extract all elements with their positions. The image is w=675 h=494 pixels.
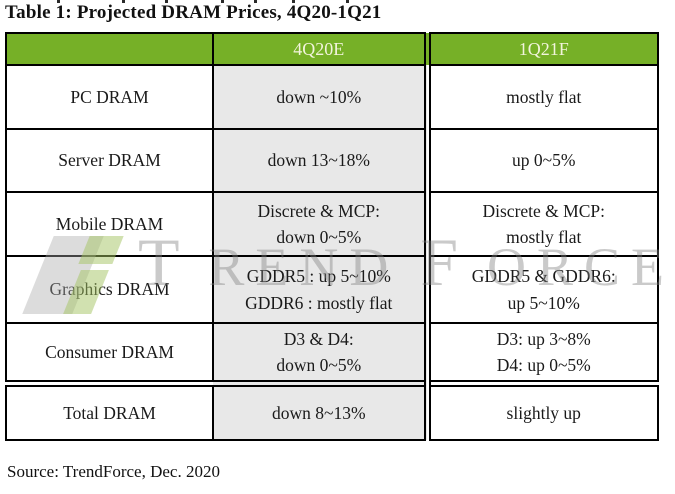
table-title: Table 1: Projected DRAM Prices, 4Q20-1Q2…	[5, 2, 382, 23]
cell-graphics-4q20e: GDDR5 : up 5~10% GDDR6 : mostly flat	[212, 255, 428, 324]
cell-server-1q21f: up 0~5%	[423, 128, 659, 193]
cell-line: down 0~5%	[276, 227, 362, 247]
cropped-text-remnant	[292, 0, 295, 3]
row-label-pc-dram: PC DRAM	[5, 64, 214, 130]
cell-pc-1q21f: mostly flat	[423, 64, 659, 130]
header-cell-4q20e: 4Q20E	[212, 32, 428, 66]
cell-line: D3 & D4:	[283, 328, 354, 349]
cell-server-4q20e: down 13~18%	[212, 128, 428, 193]
header-cell-1q21f: 1Q21F	[423, 32, 659, 66]
header-cell-empty	[5, 32, 214, 66]
dram-price-table: 4Q20E 1Q21F PC DRAM down ~10% mostly fla…	[5, 32, 659, 441]
cell-line: down 13~18%	[267, 150, 370, 171]
cell-line: GDDR5 & GDDR6:	[471, 266, 616, 287]
cell-total-4q20e: down 8~13%	[212, 379, 428, 441]
cell-consumer-1q21f: D3: up 3~8% D4: up 0~5%	[423, 322, 659, 384]
row-label-graphics-dram: Graphics DRAM	[5, 255, 214, 324]
cell-consumer-4q20e: D3 & D4: down 0~5%	[212, 322, 428, 384]
cell-total-1q21f: slightly up	[423, 379, 659, 441]
cell-line: down ~10%	[276, 86, 362, 107]
cell-graphics-1q21f: GDDR5 & GDDR6: up 5~10%	[423, 255, 659, 324]
table-row: Consumer DRAM D3 & D4: down 0~5% D3: up …	[5, 322, 659, 384]
source-note: Source: TrendForce, Dec. 2020	[7, 462, 220, 481]
cell-mobile-4q20e: Discrete & MCP: down 0~5%	[212, 191, 428, 257]
cell-line: Discrete & MCP:	[482, 200, 606, 221]
cell-line: D3: up 3~8%	[496, 328, 591, 349]
cell-line: down 0~5%	[276, 354, 362, 375]
cell-line: up 5~10%	[507, 292, 580, 313]
cell-line: down 8~13%	[271, 402, 366, 423]
cell-line: Discrete & MCP:	[257, 200, 381, 221]
cropped-text-remnant	[57, 0, 60, 3]
table-row-total: Total DRAM down 8~13% slightly up	[5, 379, 659, 441]
header-row: 4Q20E 1Q21F	[5, 32, 659, 66]
row-label-total-dram: Total DRAM	[5, 379, 214, 441]
cell-line: up 0~5%	[512, 150, 576, 171]
cropped-text-remnant	[122, 0, 125, 3]
row-label-mobile-dram: Mobile DRAM	[5, 191, 214, 257]
cropped-text-remnant	[221, 0, 224, 3]
cell-line: GDDR6 : mostly flat	[245, 292, 393, 313]
table-row: Server DRAM down 13~18% up 0~5%	[5, 128, 659, 193]
cell-pc-4q20e: down ~10%	[212, 64, 428, 130]
cell-line: mostly flat	[506, 227, 582, 247]
cell-line: mostly flat	[506, 86, 582, 107]
cropped-text-remnant	[165, 0, 168, 3]
row-label-server-dram: Server DRAM	[5, 128, 214, 193]
cell-line: slightly up	[506, 402, 581, 423]
cell-line: GDDR5 : up 5~10%	[246, 266, 391, 287]
cropped-text-remnant	[346, 0, 349, 3]
table-row: PC DRAM down ~10% mostly flat	[5, 64, 659, 130]
table-row: Mobile DRAM Discrete & MCP: down 0~5% Di…	[5, 191, 659, 257]
cell-mobile-1q21f: Discrete & MCP: mostly flat	[423, 191, 659, 257]
row-label-consumer-dram: Consumer DRAM	[5, 322, 214, 384]
cropped-text-remnant	[254, 0, 257, 3]
table-row: Graphics DRAM GDDR5 : up 5~10% GDDR6 : m…	[5, 255, 659, 324]
cell-line: D4: up 0~5%	[496, 354, 591, 375]
